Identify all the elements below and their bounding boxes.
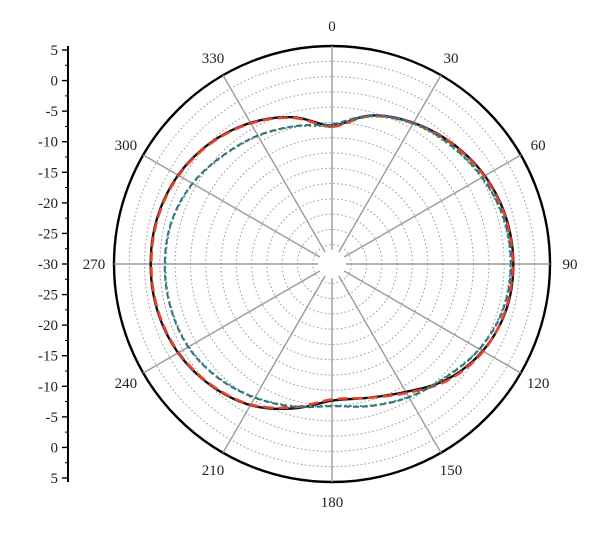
series-line-4 xyxy=(164,115,512,408)
radial-tick-label-0: 5 xyxy=(51,43,59,59)
radial-tick-label-12: -5 xyxy=(46,410,59,426)
angle-tick-label-0: 0 xyxy=(328,19,336,35)
spoke-240 xyxy=(142,270,321,374)
angle-tick-label-150: 150 xyxy=(440,463,463,479)
grid-circle-0 xyxy=(312,244,352,284)
angle-label-layer: 0 30 60 90 120 150 180 210 240 270 300 330 xyxy=(83,19,578,511)
radial-tick-label-14: 5 xyxy=(51,471,59,487)
angle-tick-label-60: 60 xyxy=(531,138,546,154)
radial-tick-label-1: 0 xyxy=(51,74,59,90)
radial-tick-label-10: -15 xyxy=(38,349,58,365)
radial-tick-label-9: -20 xyxy=(38,318,58,334)
radial-tick-label-4: -15 xyxy=(38,165,58,181)
angle-tick-label-120: 120 xyxy=(527,376,550,392)
spoke-150 xyxy=(338,275,442,454)
angle-tick-label-330: 330 xyxy=(202,51,225,67)
angle-tick-label-270: 270 xyxy=(83,257,106,273)
radial-tick-label-11: -10 xyxy=(38,379,58,395)
spoke-120 xyxy=(343,270,522,374)
series-layer xyxy=(149,114,515,411)
angle-tick-label-90: 90 xyxy=(563,257,578,273)
radial-tick-label-3: -10 xyxy=(38,135,58,151)
radial-tick-label-7: -30 xyxy=(38,257,58,273)
spoke-300 xyxy=(142,154,321,258)
angle-tick-label-30: 30 xyxy=(444,51,459,67)
radial-tick-label-2: -5 xyxy=(46,104,59,120)
angle-tick-label-210: 210 xyxy=(202,463,225,479)
series-line-2 xyxy=(150,114,514,410)
angle-tick-label-240: 240 xyxy=(115,376,138,392)
spoke-30 xyxy=(338,74,442,253)
radial-tick-label-13: 0 xyxy=(51,440,59,456)
spoke-layer xyxy=(114,46,550,482)
radial-tick-label-8: -25 xyxy=(38,288,58,304)
series-line-3 xyxy=(163,114,512,409)
radial-axis-layer: 5 0 -5 -10 -15 -20 -25 -30 -25 -20 -15 -10 -5 0 5 xyxy=(38,43,69,487)
angle-tick-label-180: 180 xyxy=(321,495,344,511)
radial-tick-label-6: -25 xyxy=(38,226,58,242)
spoke-60 xyxy=(343,154,522,258)
radial-tick-label-5: -20 xyxy=(38,196,58,212)
angle-tick-label-300: 300 xyxy=(115,138,138,154)
spoke-210 xyxy=(222,275,326,454)
spoke-330 xyxy=(222,74,326,253)
